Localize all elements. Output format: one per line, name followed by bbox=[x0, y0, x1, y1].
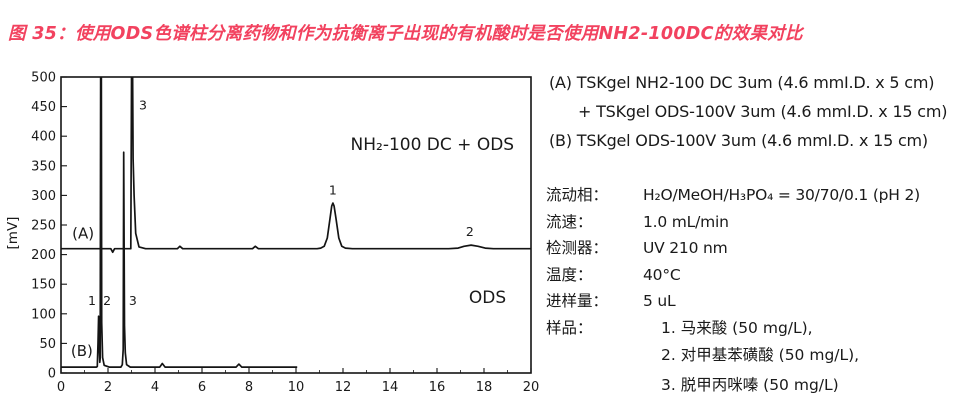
peak-label: 3 bbox=[129, 293, 137, 308]
y-axis-tick-label: 0 bbox=[48, 367, 56, 382]
condition-label: 流动相： bbox=[546, 186, 609, 204]
y-axis-tick-label: 200 bbox=[31, 248, 56, 263]
condition-row-detector: 检测器： UV 210 nm bbox=[546, 235, 978, 262]
column-a-line: (A) TSKgel NH2-100 DC 3um (4.6 mmI.D. x … bbox=[549, 73, 935, 92]
figure-title: 图 35：使用ODS色谱柱分离药物和作为抗衡离子出现的有机酸时是否使用NH2-1… bbox=[8, 24, 803, 44]
condition-label: 样品： bbox=[546, 318, 593, 337]
condition-row-mobile-phase: 流动相： H₂O/MeOH/H₃PO₄ = 30/70/0.1 (pH 2) bbox=[546, 182, 978, 209]
y-axis-tick-label: 350 bbox=[31, 159, 56, 174]
condition-row-injection: 进样量： 5 uL bbox=[546, 288, 978, 315]
peak-label: 1 bbox=[329, 183, 337, 198]
x-axis-tick-label: 16 bbox=[429, 380, 446, 395]
x-axis-tick-label: 0 bbox=[57, 380, 65, 395]
y-axis-tick-label: 500 bbox=[31, 71, 56, 86]
condition-row-temperature: 温度： 40°C bbox=[546, 262, 978, 289]
y-axis-tick-label: 150 bbox=[31, 278, 56, 293]
y-axis-label: [mV] bbox=[5, 217, 21, 250]
condition-row-samples: 样品： 1. 马来酸 (50 mg/L), 2. 对甲基苯磺酸 (50 mg/L… bbox=[546, 315, 978, 401]
column-description: (A) TSKgel NH2-100 DC 3um (4.6 mmI.D. x … bbox=[549, 68, 978, 155]
sample-item-2: 2. 对甲基苯磺酸 (50 mg/L), bbox=[661, 346, 860, 364]
sample-item-3: 3. 脱甲丙咪嗪 (50 mg/L) bbox=[661, 375, 839, 394]
condition-label: 温度： bbox=[546, 265, 593, 284]
y-axis-tick-label: 250 bbox=[31, 219, 56, 234]
peak-label: 1 bbox=[88, 293, 96, 308]
y-axis-tick-label: 400 bbox=[31, 130, 56, 145]
chromatogram-chart: 0 2 4 6 8 10 12 14 16 18 2005010015020025030035040… bbox=[5, 71, 540, 396]
peak-label: 2 bbox=[103, 293, 111, 308]
conditions-panel: (A) TSKgel NH2-100 DC 3um (4.6 mmI.D. x … bbox=[546, 68, 978, 400]
condition-value: 40°C bbox=[643, 265, 681, 284]
y-axis-tick-label: 450 bbox=[31, 100, 56, 115]
sample-list: 1. 马来酸 (50 mg/L), 2. 对甲基苯磺酸 (50 mg/L), 3… bbox=[643, 315, 859, 401]
condition-label: 进样量： bbox=[546, 292, 609, 310]
condition-value: 5 uL bbox=[643, 292, 676, 310]
sample-item-1: 1. 马来酸 (50 mg/L), bbox=[661, 318, 813, 337]
column-b-line: (B) TSKgel ODS-100V 3um (4.6 mmI.D. x 15… bbox=[549, 131, 928, 150]
trace-a-line bbox=[61, 77, 531, 254]
condition-label: 检测器： bbox=[546, 239, 609, 257]
trace-annotation: NH₂-100 DC + ODS bbox=[351, 135, 515, 155]
x-axis-tick-label: 12 bbox=[335, 380, 352, 395]
x-axis-tick-label: 18 bbox=[476, 380, 493, 395]
trace-b-line bbox=[61, 77, 298, 368]
condition-value: 1.0 mL/min bbox=[643, 212, 729, 231]
y-axis-tick-label: 100 bbox=[31, 307, 56, 322]
analysis-conditions: 流动相： H₂O/MeOH/H₃PO₄ = 30/70/0.1 (pH 2) 流… bbox=[546, 182, 978, 400]
condition-label: 流速： bbox=[546, 212, 593, 231]
x-axis-tick-label: 20 bbox=[523, 380, 540, 395]
peak-label: 2 bbox=[466, 224, 474, 239]
condition-value: UV 210 nm bbox=[643, 239, 728, 257]
trace-annotation: (B) bbox=[71, 342, 93, 360]
condition-row-flow-rate: 流速： 1.0 mL/min bbox=[546, 209, 978, 236]
x-axis-tick-label: 2 bbox=[104, 380, 112, 395]
y-axis-tick-label: 300 bbox=[31, 189, 56, 204]
x-axis-tick-label: 4 bbox=[151, 380, 159, 395]
x-axis-tick-label: 10 bbox=[288, 380, 305, 395]
x-axis-tick-label: 14 bbox=[382, 380, 399, 395]
y-axis-tick-label: 50 bbox=[39, 337, 56, 352]
x-axis-tick-label: 8 bbox=[245, 380, 253, 395]
trace-annotation: (A) bbox=[72, 224, 94, 242]
condition-value: H₂O/MeOH/H₃PO₄ = 30/70/0.1 (pH 2) bbox=[643, 186, 920, 204]
column-a-line-2: + TSKgel ODS-100V 3um (4.6 mmI.D. x 15 c… bbox=[578, 102, 948, 121]
plot-frame bbox=[60, 76, 532, 374]
peak-label: 3 bbox=[139, 97, 147, 112]
x-axis-tick-label: 6 bbox=[198, 380, 206, 395]
trace-annotation: ODS bbox=[469, 288, 506, 308]
